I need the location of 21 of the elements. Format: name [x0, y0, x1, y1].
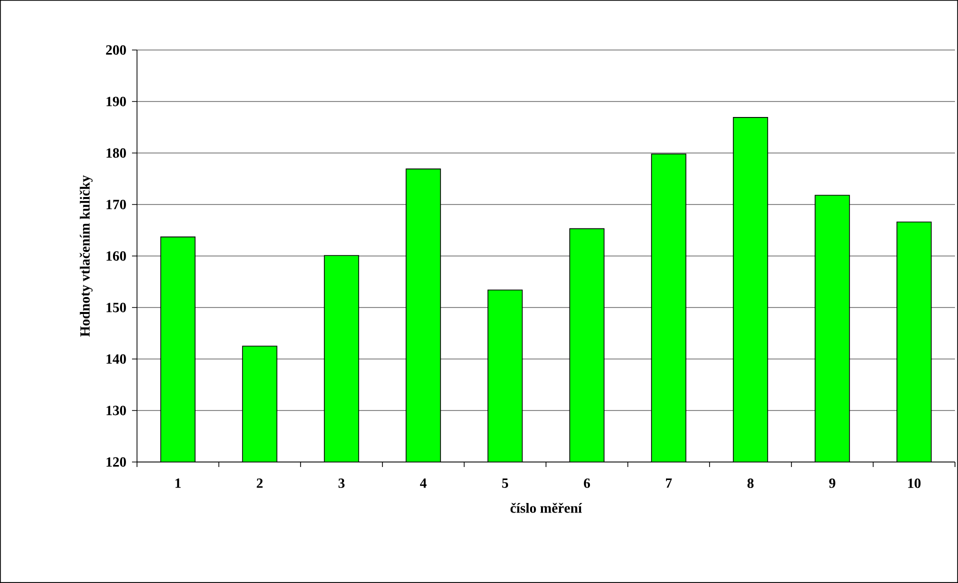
y-tick-label: 200	[106, 45, 126, 55]
x-axis-title: číslo měření	[510, 502, 582, 513]
x-tick-label: 7	[666, 478, 672, 488]
y-axis-title: Hodnoty vtlačením kuličky	[80, 175, 93, 337]
x-tick-label: 5	[502, 478, 508, 488]
y-tick-label: 130	[106, 406, 126, 416]
y-tick-label: 150	[106, 302, 126, 312]
x-tick-label: 6	[584, 478, 590, 488]
x-tick-label: 1	[176, 478, 181, 488]
y-tick-label: 120	[106, 457, 126, 467]
x-tick-label: 10	[908, 478, 921, 488]
y-tick-label: 180	[106, 148, 126, 158]
x-tick-label: 2	[256, 478, 263, 488]
y-tick-label: 190	[106, 96, 126, 106]
y-tick-label: 140	[106, 354, 126, 364]
x-tick-label: 8	[747, 478, 754, 488]
x-tick-label: 9	[829, 478, 836, 488]
x-tick-label: 4	[420, 478, 427, 488]
y-tick-label: 170	[106, 200, 126, 210]
x-tick-label: 3	[338, 478, 345, 488]
y-tick-label: 160	[106, 251, 126, 261]
